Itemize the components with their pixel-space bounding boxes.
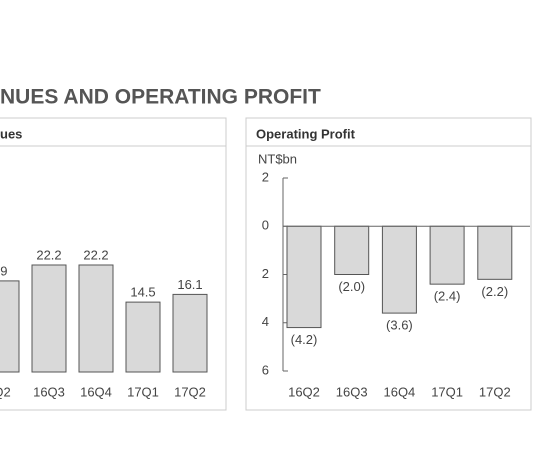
data-label: .9 bbox=[0, 263, 7, 278]
right-panel bbox=[245, 117, 532, 411]
panel-title: Operating Profit bbox=[256, 126, 356, 141]
data-label: 16.1 bbox=[177, 277, 202, 292]
x-tick-label: 16Q4 bbox=[383, 384, 415, 399]
data-label: (3.6) bbox=[386, 318, 413, 333]
bar bbox=[172, 293, 208, 373]
y-axis-unit: NT$bn bbox=[258, 151, 297, 166]
bar bbox=[0, 280, 20, 373]
panel-title: ues bbox=[0, 126, 22, 141]
x-tick-label: 16Q4 bbox=[80, 384, 112, 399]
data-label: 22.2 bbox=[83, 247, 108, 262]
x-tick-label: 16Q3 bbox=[33, 384, 65, 399]
y-tick-label: 6 bbox=[262, 362, 269, 377]
data-label: 14.5 bbox=[130, 285, 155, 300]
y-tick-label: 2 bbox=[262, 266, 269, 281]
x-tick-label: 17Q1 bbox=[431, 384, 463, 399]
bar bbox=[477, 225, 513, 280]
x-tick-label: 17Q1 bbox=[127, 384, 159, 399]
data-label: (4.2) bbox=[291, 332, 318, 347]
y-tick-label: 0 bbox=[262, 218, 269, 233]
bar bbox=[381, 225, 417, 314]
slide-title: NUES AND OPERATING PROFIT bbox=[0, 86, 321, 109]
x-tick-label: 16Q3 bbox=[336, 384, 368, 399]
data-label: (2.4) bbox=[434, 289, 461, 304]
bar bbox=[429, 225, 465, 285]
x-tick-label: 17Q2 bbox=[479, 384, 511, 399]
bar bbox=[31, 264, 67, 373]
x-tick-label: 17Q2 bbox=[174, 384, 206, 399]
x-tick-label: 16Q2 bbox=[288, 384, 320, 399]
data-label: 22.2 bbox=[36, 247, 61, 262]
bar bbox=[78, 264, 114, 373]
data-label: (2.0) bbox=[338, 279, 365, 294]
bar bbox=[286, 225, 322, 329]
x-tick-label: Q2 bbox=[0, 384, 11, 399]
y-tick-label: 4 bbox=[262, 314, 269, 329]
bar bbox=[125, 301, 161, 373]
left-panel bbox=[0, 117, 227, 411]
bar bbox=[334, 225, 370, 275]
y-tick-label: 2 bbox=[262, 169, 269, 184]
data-label: (2.2) bbox=[481, 284, 508, 299]
